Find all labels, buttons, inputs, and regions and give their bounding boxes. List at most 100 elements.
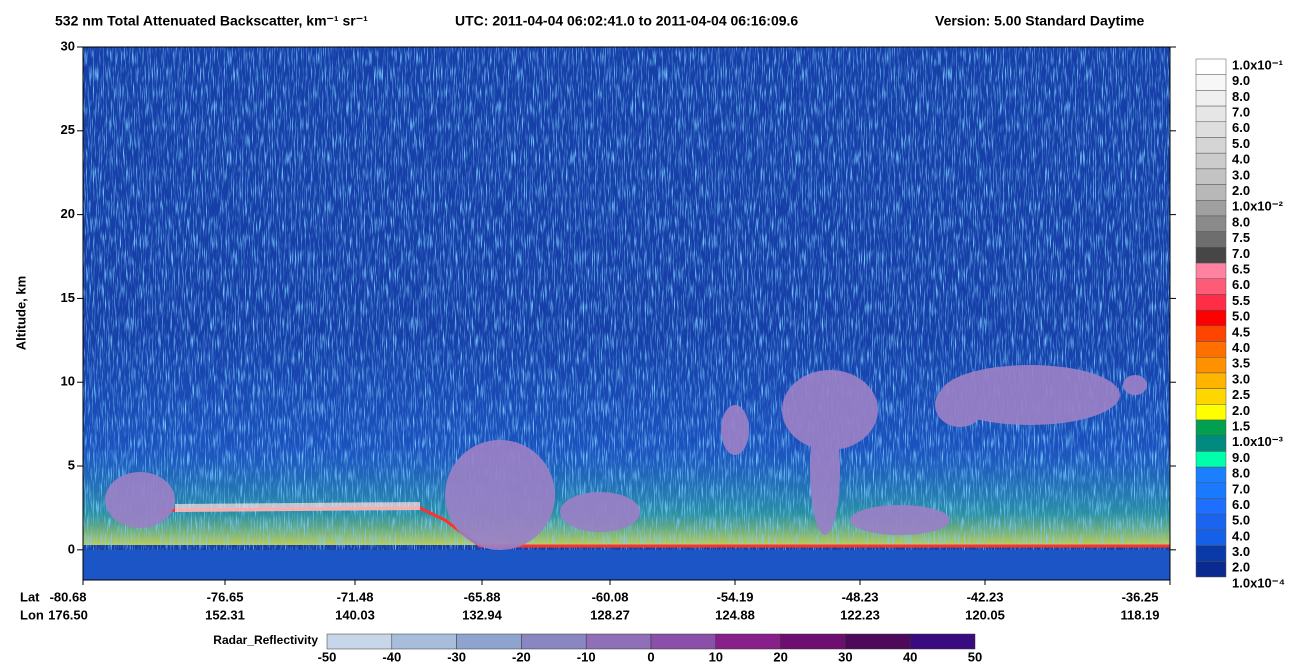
colorbar-label: 3.0 — [1232, 371, 1250, 386]
radar-colorbar-box — [715, 633, 781, 650]
radar-tick-label: -10 — [577, 649, 596, 664]
radar-tick-label: 40 — [903, 649, 917, 664]
colorbar-box — [1195, 262, 1227, 280]
lon-tick-label: 140.03 — [335, 607, 375, 622]
lat-tick-label: -71.48 — [337, 589, 374, 604]
y-tick-label: 25 — [61, 122, 75, 137]
colorbar-label: 9.0 — [1232, 450, 1250, 465]
radar-tick-label: 0 — [647, 649, 654, 664]
colorbar-label: 1.5 — [1232, 418, 1250, 433]
lon-tick-label: 124.88 — [715, 607, 755, 622]
colorbar-box — [1195, 231, 1227, 248]
radar-tick-label: -50 — [318, 649, 337, 664]
y-axis-label: Altitude, km — [13, 276, 28, 350]
colorbar-label: 1.0x10⁻³ — [1232, 434, 1284, 449]
lat-label: Lat — [20, 589, 40, 604]
colorbar-box — [1195, 90, 1227, 107]
radar-colorbar-box — [650, 633, 717, 650]
ice-surface — [174, 502, 421, 512]
radar-tick-label: -20 — [512, 649, 531, 664]
y-tick-label: 20 — [61, 206, 75, 221]
colorbar-label: 6.0 — [1232, 497, 1250, 512]
colorbar-label: 7.5 — [1232, 230, 1250, 245]
lat-tick-label: -36.25 — [1122, 589, 1159, 604]
colorbar-box — [1195, 482, 1227, 499]
lon-tick-label: 118.19 — [1120, 607, 1159, 622]
lat-tick-label: -48.23 — [842, 589, 879, 604]
colorbar-box — [1195, 451, 1227, 468]
radar-colorbar-box — [585, 633, 652, 650]
colorbar-box — [1195, 388, 1227, 405]
colorbar-box — [1195, 466, 1227, 484]
radar-tick-label: -40 — [382, 649, 401, 664]
radar-colorbar-box — [909, 633, 976, 650]
colorbar-box — [1195, 435, 1227, 452]
colorbar-label: 2.0 — [1232, 560, 1250, 575]
colorbar-label: 2.5 — [1232, 387, 1250, 402]
colorbar-box — [1195, 74, 1227, 91]
radar-label: Radar_Reflectivity — [213, 633, 318, 647]
radar-tick-label: -30 — [447, 649, 466, 664]
colorbar-box — [1195, 215, 1227, 232]
colorbar-label: 6.0 — [1232, 120, 1250, 135]
colorbar-box — [1195, 200, 1227, 217]
radar-colorbar-box — [456, 633, 522, 650]
colorbar-box — [1195, 309, 1227, 327]
lat-tick-label: -42.23 — [967, 589, 1004, 604]
lat-tick-label: -54.19 — [717, 589, 754, 604]
colorbar-box — [1195, 419, 1227, 436]
colorbar-box — [1195, 561, 1227, 578]
colorbar-label: 5.0 — [1232, 309, 1250, 324]
colorbar-box — [1195, 247, 1227, 264]
lon-label: Lon — [20, 607, 44, 622]
lat-tick-label: -80.68 — [50, 589, 87, 604]
colorbar-label: 4.0 — [1232, 528, 1250, 543]
backscatter-image — [83, 47, 1170, 580]
colorbar-label: 5.0 — [1232, 136, 1250, 151]
colorbar-box — [1195, 121, 1227, 138]
colorbar-box — [1195, 372, 1227, 389]
subsurface — [83, 550, 1170, 580]
colorbar-label: 8.0 — [1232, 214, 1250, 229]
lon-tick-label: 120.05 — [965, 607, 1005, 622]
colorbar-box — [1195, 278, 1227, 295]
colorbar-label: 3.0 — [1232, 167, 1250, 182]
colorbar-label: 7.0 — [1232, 481, 1250, 496]
y-tick-label: 0 — [68, 541, 75, 556]
colorbar-box — [1195, 545, 1227, 562]
chart-title: 532 nm Total Attenuated Backscatter, km⁻… — [55, 13, 368, 29]
colorbar-label: 2.0 — [1232, 183, 1250, 198]
lon-tick-label: 128.27 — [590, 607, 630, 622]
version: Version: 5.00 Standard Daytime — [935, 13, 1145, 29]
colorbar-label: 1.0x10⁻⁴ — [1232, 575, 1285, 590]
y-tick-label: 5 — [68, 457, 75, 472]
y-tick-label: 30 — [61, 38, 75, 53]
colorbar-label: 8.0 — [1232, 466, 1250, 481]
colorbar-label: 1.0x10⁻² — [1232, 199, 1284, 214]
radar-colorbar-box — [521, 633, 587, 650]
y-tick-label: 10 — [61, 374, 75, 389]
colorbar-box — [1195, 498, 1227, 515]
colorbar-box — [1195, 184, 1227, 201]
radar-tick-label: 50 — [968, 649, 982, 664]
colorbar-label: 3.5 — [1232, 356, 1250, 371]
colorbar-label: 9.0 — [1232, 73, 1250, 88]
lon-tick-label: 122.23 — [840, 607, 880, 622]
radar-tick-label: 20 — [773, 649, 787, 664]
colorbar-label: 6.5 — [1232, 261, 1250, 276]
colorbar-box — [1195, 513, 1227, 531]
lon-tick-label: 152.31 — [205, 607, 245, 622]
noise-speckle — [83, 47, 1170, 580]
lat-tick-label: -60.08 — [592, 589, 629, 604]
radar-tick-label: 10 — [709, 649, 723, 664]
colorbar-box — [1195, 137, 1227, 154]
colorbar-box — [1195, 294, 1227, 311]
colorbar-label: 4.0 — [1232, 152, 1250, 167]
lon-tick-label: 132.94 — [462, 607, 503, 622]
colorbar-label: 7.0 — [1232, 105, 1250, 120]
lat-tick-label: -65.88 — [464, 589, 501, 604]
lat-tick-label: -76.65 — [207, 589, 244, 604]
radar-colorbar-box — [391, 633, 457, 650]
radar-tick-label: 30 — [838, 649, 852, 664]
